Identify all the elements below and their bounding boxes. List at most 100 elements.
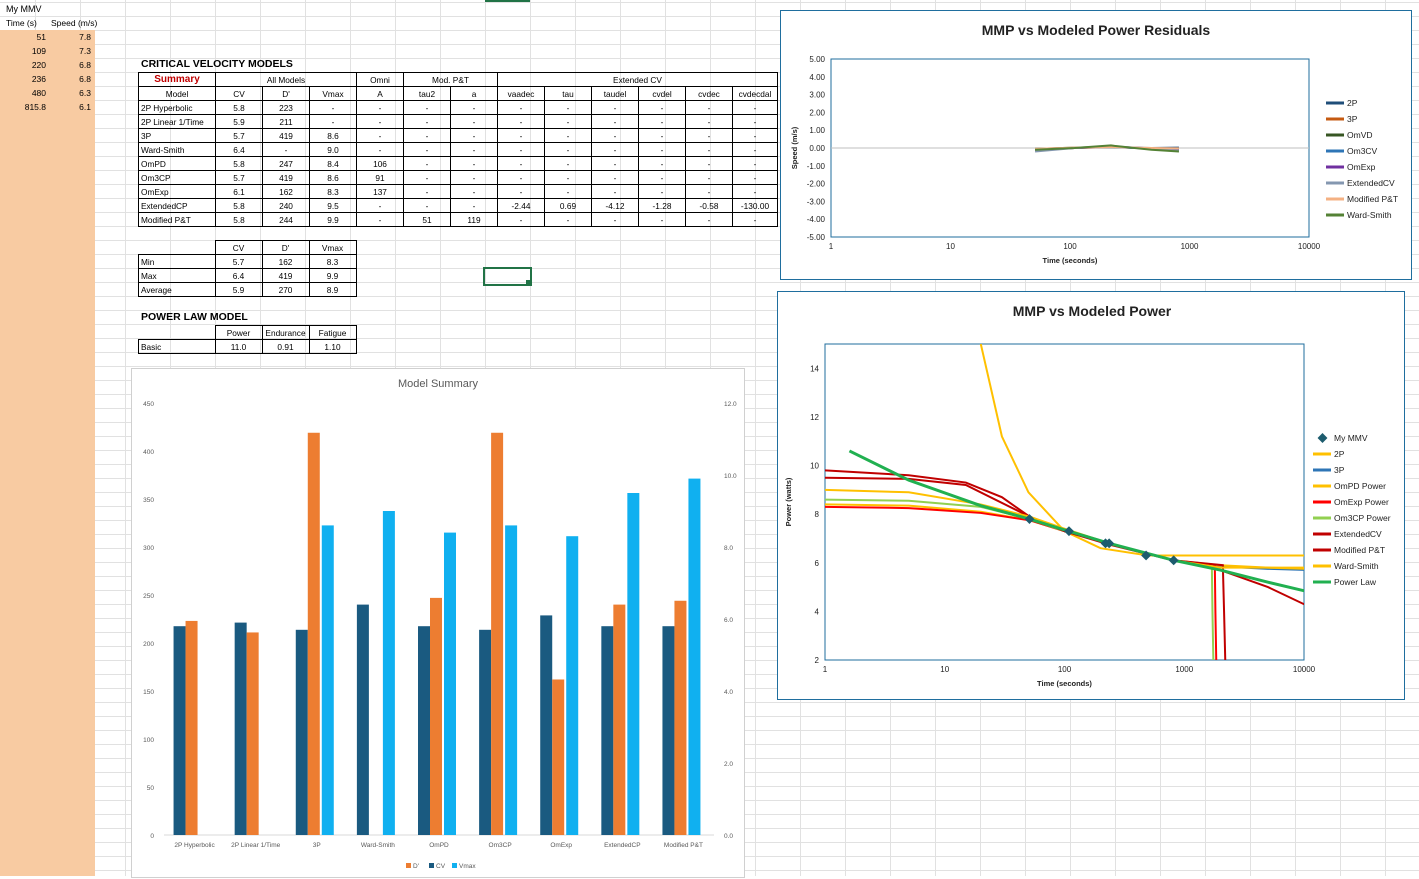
modeled-power-chart[interactable]: MMP vs Modeled Power 1 10 100 1000 10000 2 4 6 8 1… [777,291,1405,700]
value-cell[interactable]: - [732,142,778,157]
mmv-speed-cell[interactable]: 6.3 [79,88,91,98]
model-name-cell[interactable]: Om3CP [138,170,216,185]
value-cell[interactable]: - [450,198,498,213]
stats-cell[interactable]: 270 [261,282,310,297]
value-cell[interactable]: - [403,170,451,185]
power-cell[interactable]: 11.0 [214,339,263,354]
value-cell[interactable]: - [685,114,733,129]
value-cell[interactable]: - [638,170,686,185]
value-cell[interactable]: 91 [356,170,404,185]
value-cell[interactable]: - [591,100,639,115]
value-cell[interactable]: - [450,170,498,185]
value-cell[interactable]: - [685,212,733,227]
value-cell[interactable]: - [450,156,498,171]
value-cell[interactable]: 223 [262,100,310,115]
value-cell[interactable]: 51 [403,212,451,227]
mmv-speed-cell[interactable]: 6.1 [79,102,91,112]
value-cell[interactable]: - [497,184,545,199]
mmv-speed-cell[interactable]: 7.3 [79,46,91,56]
value-cell[interactable]: - [685,156,733,171]
stats-cell[interactable]: Average [138,282,216,297]
model-name-cell[interactable]: Modified P&T [138,212,216,227]
value-cell[interactable]: - [638,156,686,171]
value-cell[interactable]: 5.7 [215,128,263,143]
value-cell[interactable]: 211 [262,114,310,129]
value-cell[interactable]: - [544,142,592,157]
value-cell[interactable]: -2.44 [497,198,545,213]
value-cell[interactable]: - [591,114,639,129]
value-cell[interactable]: - [450,184,498,199]
value-cell[interactable]: - [403,114,451,129]
value-cell[interactable]: - [638,100,686,115]
stats-cell[interactable]: Max [138,268,216,283]
value-cell[interactable]: - [591,142,639,157]
value-cell[interactable]: - [356,100,404,115]
value-cell[interactable]: - [497,142,545,157]
value-cell[interactable]: 6.4 [215,142,263,157]
value-cell[interactable]: 8.6 [309,170,357,185]
value-cell[interactable]: 162 [262,184,310,199]
value-cell[interactable]: - [732,128,778,143]
value-cell[interactable]: - [403,128,451,143]
value-cell[interactable]: - [544,184,592,199]
stats-cell[interactable]: 5.9 [214,282,263,297]
value-cell[interactable]: - [544,128,592,143]
value-cell[interactable]: 6.1 [215,184,263,199]
value-cell[interactable]: - [638,114,686,129]
model-name-cell[interactable]: OmPD [138,156,216,171]
value-cell[interactable]: - [450,128,498,143]
value-cell[interactable]: 9.0 [309,142,357,157]
mmv-time-cell[interactable]: 815.8 [24,102,46,112]
mmv-speed-cell[interactable]: 7.8 [79,32,91,42]
value-cell[interactable]: 0.69 [544,198,592,213]
value-cell[interactable]: -4.12 [591,198,639,213]
value-cell[interactable]: - [638,184,686,199]
model-name-cell[interactable]: 2P Hyperbolic [138,100,216,115]
value-cell[interactable]: 419 [262,170,310,185]
value-cell[interactable]: 119 [450,212,498,227]
power-cell[interactable]: 0.91 [261,339,310,354]
value-cell[interactable]: 106 [356,156,404,171]
value-cell[interactable]: -130.00 [732,198,778,213]
value-cell[interactable]: - [732,184,778,199]
power-cell[interactable]: 1.10 [308,339,357,354]
mmv-time-cell[interactable]: 236 [31,74,46,84]
value-cell[interactable]: - [450,100,498,115]
value-cell[interactable]: - [544,212,592,227]
model-name-cell[interactable]: OmExp [138,184,216,199]
value-cell[interactable]: - [732,212,778,227]
value-cell[interactable]: - [262,142,310,157]
value-cell[interactable]: - [638,142,686,157]
value-cell[interactable]: - [591,156,639,171]
mmv-speed-cell[interactable]: 6.8 [79,60,91,70]
value-cell[interactable]: - [497,170,545,185]
fill-handle[interactable] [526,280,531,285]
value-cell[interactable]: -0.58 [685,198,733,213]
value-cell[interactable]: - [403,100,451,115]
stats-cell[interactable]: Min [138,254,216,269]
stats-cell[interactable]: 5.7 [214,254,263,269]
value-cell[interactable]: - [544,100,592,115]
value-cell[interactable]: - [356,128,404,143]
value-cell[interactable]: - [591,184,639,199]
value-cell[interactable]: 5.8 [215,156,263,171]
mmv-time-cell[interactable]: 480 [31,88,46,98]
value-cell[interactable]: - [497,212,545,227]
stats-cell[interactable]: 162 [261,254,310,269]
value-cell[interactable]: 5.9 [215,114,263,129]
value-cell[interactable]: 5.8 [215,212,263,227]
value-cell[interactable]: - [403,184,451,199]
value-cell[interactable]: - [497,156,545,171]
value-cell[interactable]: - [309,100,357,115]
value-cell[interactable]: - [685,128,733,143]
model-name-cell[interactable]: 2P Linear 1/Time [138,114,216,129]
value-cell[interactable]: - [403,142,451,157]
value-cell[interactable]: - [732,100,778,115]
value-cell[interactable]: 244 [262,212,310,227]
model-name-cell[interactable]: 3P [138,128,216,143]
stats-cell[interactable]: 8.3 [308,254,357,269]
value-cell[interactable]: - [450,142,498,157]
value-cell[interactable]: 240 [262,198,310,213]
value-cell[interactable]: - [591,128,639,143]
value-cell[interactable]: - [309,114,357,129]
